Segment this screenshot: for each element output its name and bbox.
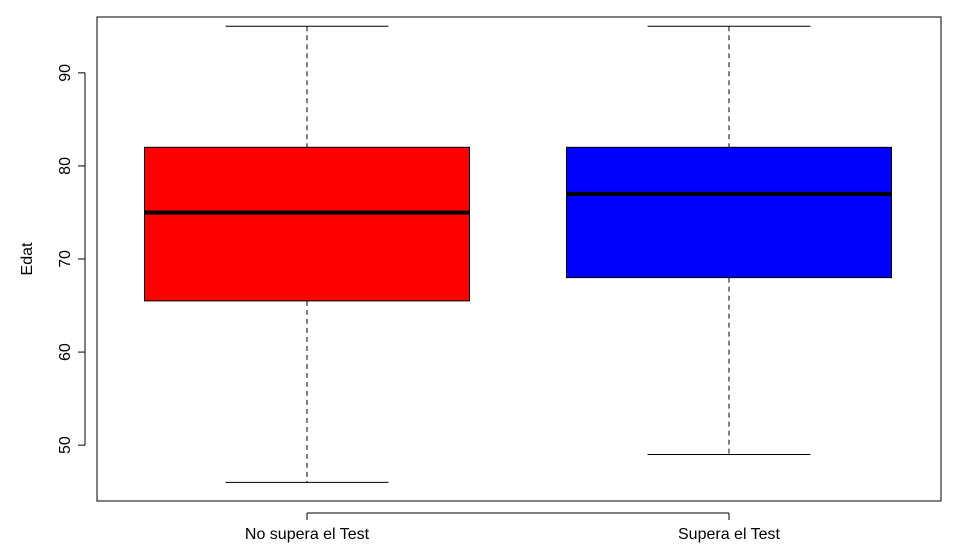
x-tick-label: No supera el Test bbox=[245, 526, 370, 543]
y-tick-label: 80 bbox=[57, 157, 74, 175]
y-tick-label: 60 bbox=[57, 343, 74, 361]
plot-frame bbox=[96, 16, 942, 502]
y-axis-label: Edat bbox=[19, 242, 36, 275]
y-tick-label: 90 bbox=[57, 64, 74, 82]
boxes-layer bbox=[144, 25, 892, 483]
y-tick-label: 50 bbox=[57, 436, 74, 454]
box-group bbox=[566, 25, 892, 455]
box-rect bbox=[144, 146, 470, 302]
box-group bbox=[144, 25, 470, 483]
y-tick-label: 70 bbox=[57, 250, 74, 268]
x-tick-label: Supera el Test bbox=[678, 526, 781, 543]
x-axis: No supera el Test Supera el Test bbox=[245, 512, 781, 543]
box-rect bbox=[566, 146, 892, 279]
y-axis: 50 60 70 80 90 bbox=[57, 64, 86, 454]
